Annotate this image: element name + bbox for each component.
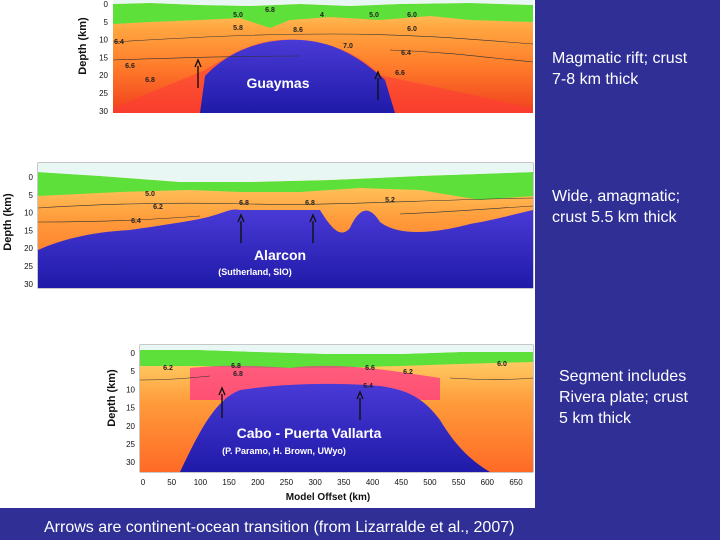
cabo-section-title: Cabo - Puerta Vallarta [237,425,382,441]
cabo-x-tick: 350 [337,478,351,487]
alarcon-section [37,162,534,289]
cabo-x-tick: 300 [308,478,322,487]
cabo-section [139,344,534,473]
alarcon-y-tick: 20 [24,244,33,253]
cabo-description: Segment includes Rivera plate; crust 5 k… [559,368,688,427]
guaymas-y-axis-label: Depth (km) [77,17,89,75]
guaymas-mantle [200,39,395,113]
guaymas-velocity-label: 4 [320,12,324,19]
cabo-y-tick: 5 [131,367,136,376]
figure-marks: Depth (km) 0 5 10 15 20 25 30 Guaymas 5.0 5.8 6.0 6.… [2,0,523,503]
cabo-velocity-label: 6.2 [403,369,413,376]
guaymas-sediment [113,3,533,28]
cabo-x-tick: 100 [194,478,208,487]
guaymas-velocity-label: 5.0 [233,12,243,19]
guaymas-velocity-label: 6.6 [125,63,135,70]
guaymas-y-tick: 25 [99,89,108,98]
guaymas-y-tick: 15 [99,53,108,62]
alarcon-velocity-label: 5.0 [145,191,155,198]
cabo-credit: (P. Paramo, H. Brown, UWyo) [222,446,346,456]
guaymas-velocity-label: 6.4 [401,50,411,57]
cabo-y-axis-label: Depth (km) [106,369,118,427]
side-panel [535,0,720,540]
alarcon-velocity-label: 6.8 [305,200,315,207]
alarcon-cot-arrow-1 [237,213,245,243]
guaymas-velocity-label: 6.8 [265,7,275,14]
cabo-x-axis-label: Model Offset (km) [286,492,370,503]
cabo-x-tick: 0 [141,478,146,487]
cabo-velocity-label: 6.0 [497,361,507,368]
alarcon-y-tick: 15 [24,226,33,235]
cabo-y-tick: 0 [131,349,136,358]
cabo-cot-arrow-2 [356,390,364,420]
alarcon-velocity-label: 5.2 [385,197,395,204]
cabo-x-tick: 50 [167,478,176,487]
caption: Arrows are continent-ocean transition (f… [44,519,515,536]
cabo-velocity-label: 6.6 [365,365,375,372]
cabo-x-tick: 600 [481,478,495,487]
cabo-velocity-label: 6.8 [231,363,241,370]
guaymas-velocity-label: 5.0 [369,12,379,19]
alarcon-y-tick: 30 [24,280,33,289]
cabo-mantle [140,383,490,472]
alarcon-description: Wide, amagmatic; crust 5.5 km thick [552,188,681,226]
guaymas-velocity-label: 7.0 [343,43,353,50]
alarcon-section-title: Alarcon [254,247,306,263]
cabo-x-tick: 250 [280,478,294,487]
cabo-x-tick: 200 [251,478,265,487]
guaymas-description: Magmatic rift; crust 7-8 km thick [552,50,688,88]
cabo-x-tick: 450 [395,478,409,487]
guaymas-velocity-label: 6.4 [114,39,124,46]
cabo-x-tick: 400 [366,478,380,487]
alarcon-velocity-label: 6.2 [153,204,163,211]
cabo-sediment [140,350,533,368]
seismic-sections-figure: Depth (km) 0 5 10 15 20 25 30 Guaymas 5.0 5.8 6.0 6.… [2,0,534,503]
guaymas-section-title: Guaymas [246,75,309,91]
cabo-x-tick: 650 [509,478,523,487]
alarcon-velocity-label: 6.4 [131,218,141,225]
cabo-y-tick: 15 [126,404,135,413]
cabo-cot-arrow-1 [218,386,226,418]
guaymas-cot-arrow-2 [374,70,382,100]
guaymas-cot-arrow-1 [194,58,202,88]
guaymas-velocity-label: 6.0 [407,12,417,19]
alarcon-y-tick: 0 [29,173,34,182]
guaymas-velocity-label: 6.8 [145,77,155,84]
bottom-panel [0,508,720,540]
alarcon-sediment [38,172,533,200]
cabo-y-tick: 30 [126,458,135,467]
alarcon-y-tick: 25 [24,262,33,271]
alarcon-credit: (Sutherland, SIO) [218,267,292,277]
guaymas-y-tick: 5 [104,18,109,27]
guaymas-velocity-label: 6.0 [407,26,417,33]
guaymas-velocity-label: 8.6 [293,27,303,34]
alarcon-y-tick: 10 [24,209,33,218]
alarcon-velocity-label: 6.8 [239,200,249,207]
guaymas-y-tick: 20 [99,71,108,80]
cabo-x-tick: 550 [452,478,466,487]
cabo-x-tick: 150 [222,478,236,487]
cabo-velocity-label: 6.8 [233,371,243,378]
alarcon-y-axis-label: Depth (km) [2,193,14,251]
cabo-velocity-label: 6.2 [163,365,173,372]
guaymas-y-tick: 0 [104,0,109,9]
cabo-x-tick: 500 [423,478,437,487]
cabo-velocity-label: 6.4 [363,383,373,390]
cabo-y-tick: 25 [126,440,135,449]
alarcon-cot-arrow-2 [309,213,317,243]
guaymas-y-tick: 10 [99,36,108,45]
guaymas-velocity-label: 5.8 [233,25,243,32]
guaymas-y-tick: 30 [99,107,108,116]
cabo-y-tick: 10 [126,385,135,394]
alarcon-y-tick: 5 [29,191,34,200]
alarcon-mantle [38,209,533,288]
guaymas-section [112,0,534,113]
guaymas-velocity-label: 6.6 [395,70,405,77]
cabo-y-tick: 20 [126,422,135,431]
